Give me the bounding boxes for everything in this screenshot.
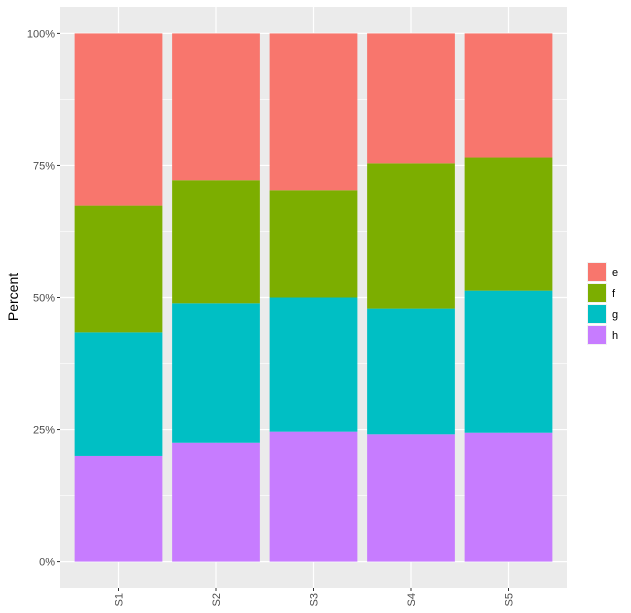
y-axis-title: Percent <box>5 273 21 321</box>
bar-segment-S5-g <box>464 290 553 433</box>
bar-segment-S1-f <box>74 205 163 333</box>
y-tick-label: 0% <box>39 557 55 569</box>
bar-segment-S4-h <box>367 434 455 562</box>
bar-segment-S1-g <box>74 332 163 456</box>
bar-segment-S3-e <box>269 33 358 191</box>
bar-segment-S3-f <box>269 190 358 298</box>
y-tick-label: 100% <box>27 28 55 40</box>
bar-segment-S3-g <box>269 297 358 432</box>
bar-segment-S1-h <box>74 455 163 562</box>
y-tick-label: 25% <box>33 425 55 437</box>
bar-segment-S2-f <box>172 180 260 304</box>
legend-label-e: e <box>612 267 618 279</box>
x-tick-label: S4 <box>406 593 418 606</box>
legend-label-f: f <box>612 288 616 300</box>
x-tick-label: S1 <box>114 593 126 606</box>
bar-segment-S5-f <box>464 157 553 291</box>
x-tick-label: S3 <box>309 593 321 606</box>
y-tick-label: 75% <box>33 160 55 172</box>
bar-segment-S5-h <box>464 432 553 562</box>
y-axis: 0% 25% 50% 75% 100% <box>27 28 60 569</box>
bar-segment-S2-g <box>172 303 260 443</box>
legend-label-g: g <box>612 309 618 321</box>
bar-segment-S4-g <box>367 308 455 435</box>
bars <box>74 33 553 562</box>
bar-segment-S4-e <box>367 33 455 164</box>
y-tick-label: 50% <box>33 293 55 305</box>
legend-key-h <box>588 326 606 344</box>
bar-segment-S1-e <box>74 33 163 206</box>
bar-segment-S2-h <box>172 442 260 562</box>
x-tick-label: S5 <box>504 593 516 606</box>
legend-key-g <box>588 305 606 323</box>
bar-segment-S2-e <box>172 33 260 181</box>
legend-key-e <box>588 263 606 281</box>
x-tick-label: S2 <box>211 593 223 606</box>
legend-key-f <box>588 284 606 302</box>
bar-segment-S3-h <box>269 431 358 562</box>
x-axis: S1 S2 S3 S4 S5 <box>114 588 516 606</box>
bar-segment-S4-f <box>367 163 455 309</box>
bar-segment-S5-e <box>464 33 553 158</box>
legend-label-h: h <box>612 330 618 342</box>
